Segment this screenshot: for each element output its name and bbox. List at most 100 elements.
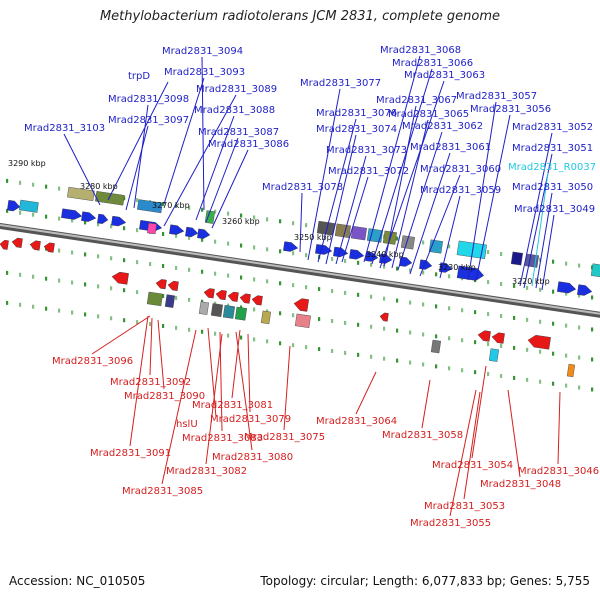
tick-mark [123, 258, 126, 263]
leader-line [235, 331, 253, 451]
leader-line [421, 379, 431, 429]
tick-mark [188, 267, 191, 272]
gene-label: Mrad2831_3086 [208, 139, 289, 150]
tick-mark [565, 383, 568, 388]
tick-mark [383, 326, 386, 331]
tick-mark [370, 354, 373, 359]
reverse-gene-arrow [29, 240, 41, 251]
tick-mark [435, 364, 438, 369]
gene-label: Mrad2831_3055 [410, 518, 491, 529]
tick-mark [526, 377, 529, 382]
feature-block [366, 228, 383, 243]
tick-mark [253, 307, 256, 312]
tick-mark [188, 205, 191, 210]
tick-mark [357, 352, 360, 357]
tick-mark [500, 314, 503, 318]
tick-mark [214, 271, 217, 276]
gene-label: Mrad2831_3097 [108, 115, 189, 126]
tick-mark [240, 335, 243, 340]
tick-mark [279, 249, 282, 254]
tick-mark [162, 201, 165, 206]
tick-mark [84, 282, 87, 287]
tick-mark [448, 336, 451, 341]
tick-mark [383, 264, 386, 269]
tick-mark [266, 339, 269, 344]
tick-mark [175, 203, 178, 208]
tick-mark [578, 263, 581, 268]
label-leader-lines [63, 55, 561, 517]
tick-mark [539, 257, 542, 262]
leader-line [205, 137, 239, 223]
tick-mark [97, 222, 100, 227]
tick-mark [513, 315, 516, 320]
leader-line [205, 333, 223, 465]
gene-label: Mrad2831_3090 [124, 391, 205, 402]
tick-mark [201, 269, 204, 274]
tick-mark [58, 186, 61, 191]
leader-line [471, 365, 487, 459]
feature-block [19, 199, 39, 213]
tick-mark [565, 261, 568, 266]
map-title: Methylobacterium radiotolerans JCM 2831,… [99, 9, 501, 24]
tick-mark [214, 331, 217, 336]
tick-mark [292, 313, 295, 318]
tick-mark [162, 231, 165, 236]
gene-label: Mrad2831_3078 [262, 182, 343, 193]
tick-mark [45, 276, 48, 281]
scale-label: 3230 kbp [438, 263, 476, 272]
gene-label: Mrad2831_3089 [196, 84, 277, 95]
tick-mark [383, 356, 386, 361]
tick-mark [279, 341, 282, 346]
feature-block [137, 199, 163, 214]
leader-line [133, 104, 149, 209]
tick-mark [500, 344, 503, 348]
tick-mark [357, 292, 360, 297]
tick-mark [344, 290, 347, 295]
tick-mark [240, 275, 243, 280]
tick-mark [45, 214, 48, 219]
leader-line [107, 81, 169, 201]
tick-mark [19, 210, 22, 215]
leader-line [419, 174, 461, 277]
leader-line [519, 132, 553, 287]
tick-mark [396, 328, 399, 333]
tick-mark [461, 338, 464, 343]
gene-label: Mrad2831_3075 [244, 432, 325, 443]
forward-gene-arrow [439, 262, 453, 273]
tick-mark [318, 287, 321, 292]
tick-mark [6, 178, 9, 183]
tick-mark [227, 273, 230, 278]
leader-line [283, 345, 291, 431]
leader-line [161, 329, 197, 485]
leader-line [371, 68, 433, 265]
tick-mark [552, 259, 555, 264]
tick-mark [123, 318, 126, 323]
tick-mark [136, 198, 139, 203]
feature-block [204, 210, 216, 224]
tick-mark [422, 240, 425, 245]
leader-line [391, 119, 429, 269]
tick-mark [188, 327, 191, 332]
scale-label: 3250 kbp [294, 233, 332, 242]
tick-mark [409, 268, 412, 273]
leader-line [355, 371, 377, 415]
feature-block [147, 222, 157, 235]
reverse-gene-arrow [111, 271, 129, 285]
tick-mark [175, 233, 178, 238]
tick-mark [149, 262, 152, 267]
tick-mark [344, 258, 347, 263]
gene-label: Mrad2831_3067 [376, 95, 457, 106]
gene-label: Mrad2831_3054 [432, 460, 513, 471]
tick-mark [279, 219, 282, 224]
tick-mark [188, 235, 191, 240]
tick-mark [565, 323, 568, 328]
tick-mark [435, 304, 438, 309]
feature-block [430, 339, 442, 354]
tick-mark [474, 310, 477, 315]
tick-mark [253, 277, 256, 282]
tick-mark [110, 224, 113, 229]
tick-mark [266, 247, 269, 252]
tick-mark [136, 228, 139, 233]
